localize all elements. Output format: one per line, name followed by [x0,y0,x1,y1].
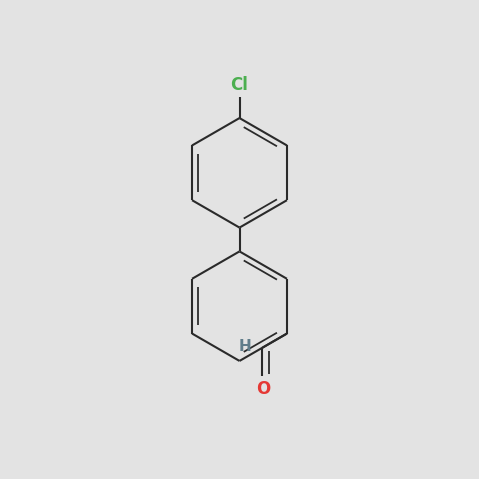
Text: Cl: Cl [230,76,249,94]
Text: H: H [239,340,251,354]
Text: O: O [256,380,270,398]
